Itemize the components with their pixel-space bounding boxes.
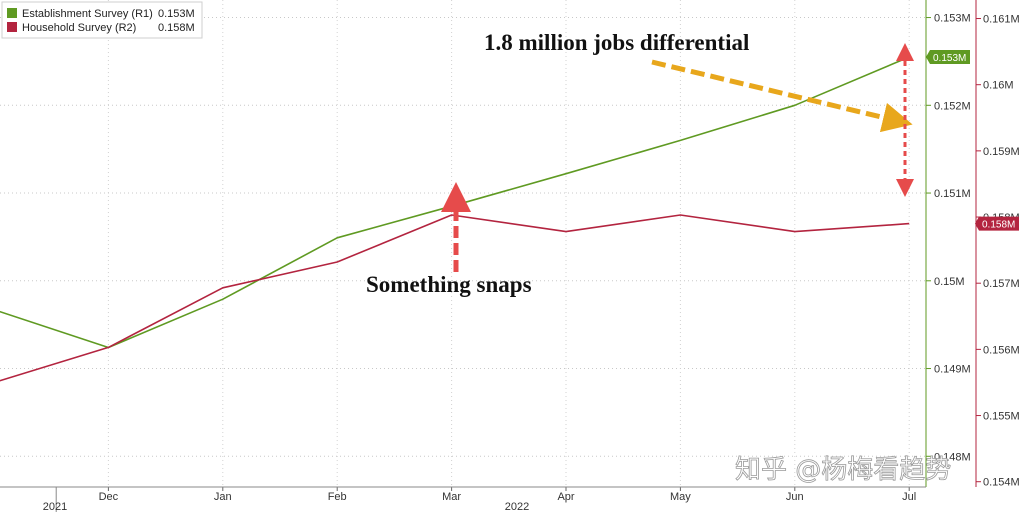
left-axis: 0.148M 0.149M 0.15M 0.151M 0.152M 0.153M: [925, 0, 971, 487]
end-badge-establishment: 0.153M: [926, 50, 970, 64]
x-axis-tick-label: May: [670, 491, 691, 503]
right-axis-tick-label: 0.159M: [983, 146, 1020, 158]
annotation-differential-text: 1.8 million jobs differential: [484, 30, 749, 55]
end-badge-label: 0.158M: [982, 220, 1015, 231]
right-axis: 0.154M 0.155M 0.156M 0.157M 0.158M 0.159M 0.16…: [975, 0, 1020, 489]
left-axis-tick-label: 0.152M: [934, 100, 971, 112]
plot-area: [0, 0, 926, 487]
x-axis-tick-label: Jan: [214, 491, 232, 503]
right-axis-tick-label: 0.154M: [983, 477, 1020, 489]
legend: Establishment Survey (R1) 0.153M Househo…: [1, 1, 203, 39]
right-axis-tick-label: 0.16M: [983, 80, 1014, 92]
legend-swatch-establishment: [7, 8, 17, 18]
x-axis-tick-label: Mar: [442, 491, 461, 503]
left-axis-tick-label: 0.153M: [934, 13, 971, 25]
x-axis-tick-label: Dec: [99, 491, 119, 503]
left-axis-tick-label: 0.151M: [934, 188, 971, 200]
year-label-2021: 2021: [43, 501, 67, 512]
annotation-differential: 1.8 million jobs differential: [484, 30, 914, 197]
x-axis-tick-label: Jul: [902, 491, 916, 503]
legend-swatch-household: [7, 22, 17, 32]
end-badge-household: 0.158M: [975, 216, 1019, 231]
x-axis-tick-label: Apr: [557, 491, 574, 503]
legend-label-household: Household Survey (R2): [22, 22, 136, 34]
end-badge-bg: [926, 50, 970, 65]
left-axis-tick-label: 0.148M: [934, 451, 971, 463]
left-axis-tick-label: 0.149M: [934, 364, 971, 376]
year-label-2022: 2022: [505, 501, 529, 512]
legend-label-establishment: Establishment Survey (R1): [22, 8, 153, 20]
end-badge-label: 0.153M: [933, 53, 966, 64]
x-axis-tick-label: Jun: [786, 491, 804, 503]
annotation-snaps-text: Something snaps: [366, 272, 532, 297]
legend-box: [1, 1, 203, 39]
right-axis-tick-label: 0.156M: [983, 344, 1020, 356]
end-value-badges: 0.153M 0.158M: [926, 50, 1019, 231]
watermark: 知乎 @杨梅看趋势: [735, 455, 951, 485]
right-axis-tick-label: 0.155M: [983, 411, 1020, 423]
end-badge-bg: [975, 216, 1019, 231]
annotation-differential-arrow: [651, 59, 913, 133]
legend-value-establishment: 0.153M: [158, 8, 195, 20]
annotation-snaps: Something snaps: [366, 182, 532, 297]
left-axis-tick-label: 0.15M: [934, 276, 965, 288]
x-axis: Dec Jan Feb Mar Apr May Jun Jul 2021 2022: [0, 486, 926, 512]
right-axis-tick-label: 0.161M: [983, 14, 1020, 26]
legend-value-household: 0.158M: [158, 22, 195, 34]
right-axis-tick-label: 0.157M: [983, 278, 1020, 290]
x-axis-tick-label: Feb: [328, 491, 347, 503]
series-line-household: [0, 214, 910, 382]
